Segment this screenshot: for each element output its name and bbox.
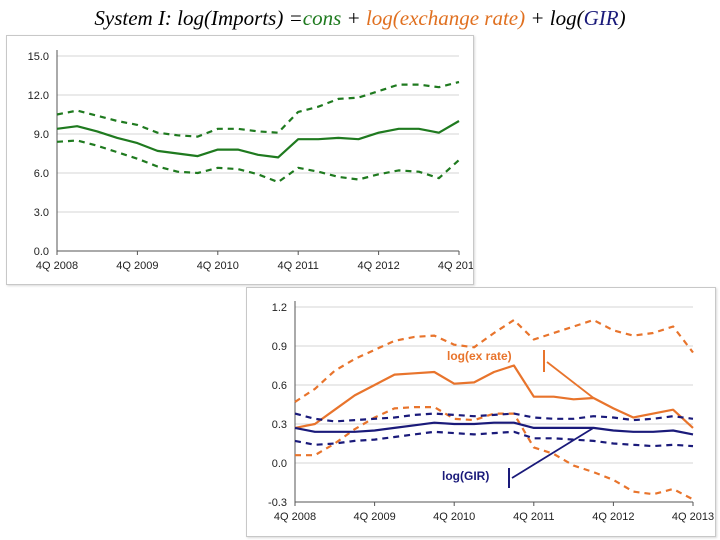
y-tick-label: 9.0 (34, 129, 49, 141)
y-tick-label: -0.3 (268, 497, 287, 509)
x-tick-label: 4Q 2009 (116, 260, 158, 272)
x-tick-label: 4Q 2011 (278, 260, 319, 272)
confidence-band-line (56, 80, 460, 138)
annotation-pointer (511, 427, 594, 479)
x-tick-label: 4Q 2013 (672, 511, 714, 523)
y-tick-label: 12.0 (28, 90, 49, 102)
title-part-cons: cons (302, 6, 342, 30)
series-line (56, 120, 460, 159)
y-tick-label: 0.6 (272, 380, 287, 392)
x-tick-label: 4Q 2008 (36, 260, 78, 272)
confidence-band-line (56, 139, 460, 184)
confidence-band-line (295, 406, 694, 501)
imports-chart: 15.0 12.0 9.0 6.0 3.0 0.0 4Q 2008 4Q 2009 4Q 201… (28, 50, 473, 272)
y-tick-label: 6.0 (34, 168, 49, 180)
y-tick-label: 15.0 (28, 51, 49, 63)
y-tick-label: 0.9 (272, 341, 287, 353)
x-tick-label: 4Q 2013 (438, 260, 473, 272)
y-tick-label: 3.0 (34, 207, 49, 219)
y-tick-label: 1.2 (272, 302, 287, 314)
coefficients-chart: 1.2 0.9 0.6 0.3 0.0 -0.3 4Q 2008 4Q 2009 4Q 2010… (268, 301, 714, 523)
series-line (294, 421, 694, 436)
y-tick-label: 0.0 (34, 246, 49, 258)
confidence-band-line (294, 318, 694, 403)
x-tick-label: 4Q 2012 (357, 260, 399, 272)
confidence-band-line (294, 430, 694, 448)
x-tick-label: 4Q 2008 (274, 511, 316, 523)
annotation-label-ex-rate: log(ex rate) (447, 349, 512, 363)
x-tick-label: 4Q 2010 (433, 511, 475, 523)
annotation-label-gir: log(GIR) (442, 469, 489, 483)
title-part: + log( (525, 6, 584, 30)
x-tick-label: 4Q 2010 (197, 260, 239, 272)
title-part-gir: GIR (583, 6, 619, 30)
y-tick-label: 0.3 (272, 419, 287, 431)
annotation-pointer (546, 361, 595, 399)
title-part: + (341, 6, 366, 30)
slide-title: System I: log(Imports) =cons + log(excha… (0, 6, 720, 31)
series-line (294, 364, 694, 429)
coefficients-chart-panel: 1.2 0.9 0.6 0.3 0.0 -0.3 4Q 2008 4Q 2009 4Q 2010… (246, 287, 716, 537)
title-part: System I: log(Imports) = (94, 6, 303, 30)
title-part-exchange-rate: log(exchange rate) (365, 6, 526, 30)
y-tick-label: 0.0 (272, 458, 287, 470)
x-tick-label: 4Q 2012 (592, 511, 634, 523)
title-part: ) (618, 6, 626, 30)
x-tick-label: 4Q 2009 (353, 511, 395, 523)
x-tick-label: 4Q 2011 (513, 511, 554, 523)
imports-chart-panel: 15.0 12.0 9.0 6.0 3.0 0.0 4Q 2008 4Q 2009 4Q 201… (6, 35, 474, 285)
confidence-band-line (294, 412, 694, 423)
